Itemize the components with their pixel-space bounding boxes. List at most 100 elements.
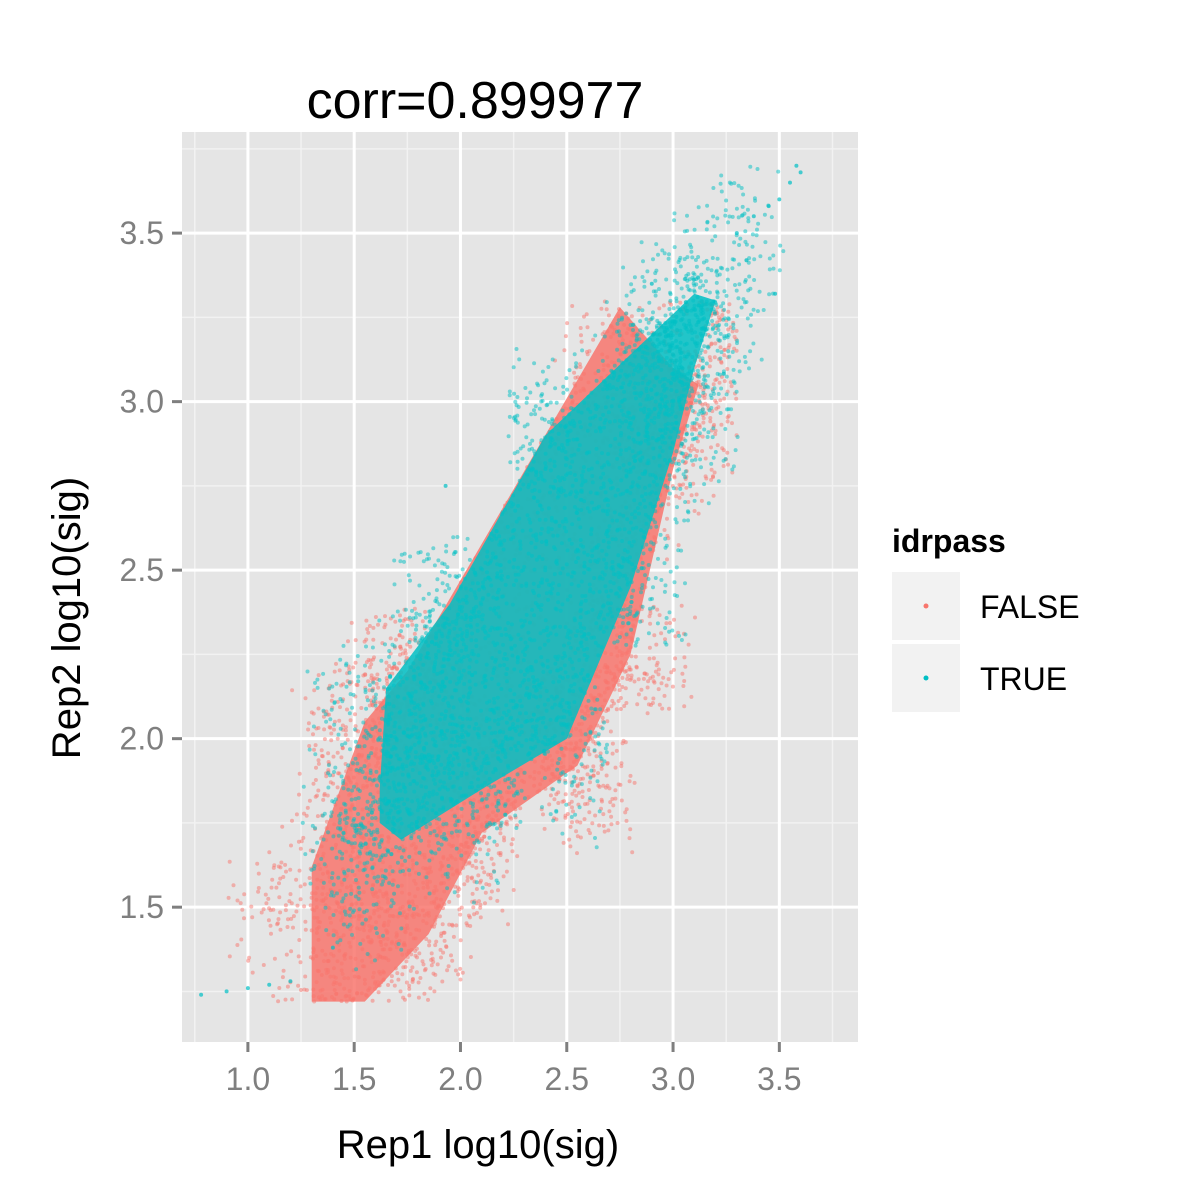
data-point [542,826,547,831]
data-point [714,406,719,411]
data-point [587,810,592,815]
data-point [708,358,713,363]
data-point [474,865,479,870]
data-point [689,694,694,699]
data-point [699,498,704,503]
data-point [657,702,662,707]
data-point [316,761,321,766]
data-point [666,677,671,682]
data-point [334,661,338,666]
data-point [502,835,506,840]
data-point [250,915,255,920]
data-point [286,917,290,922]
data-point [554,808,559,813]
data-point [615,821,620,825]
data-point [495,898,500,903]
data-point [642,671,647,676]
data-point [413,949,418,953]
data-point [227,859,232,864]
data-point [665,516,669,521]
data-point [424,875,429,880]
data-point [335,699,340,704]
data-point [400,972,405,977]
data-point [429,957,434,962]
data-point [278,927,283,932]
data-point [680,671,685,676]
data-point [727,302,732,307]
data-point [710,435,715,440]
data-point [504,819,509,824]
data-point [393,619,398,624]
data-point [689,493,694,498]
data-point [290,688,295,693]
data-point [389,974,394,979]
data-point [585,801,590,806]
data-point [617,682,622,687]
data-point [657,306,662,311]
data-point [750,232,755,237]
data-point [628,604,633,609]
data-point [730,470,735,475]
data-point [431,971,436,976]
data-point [242,916,246,921]
data-point [719,360,724,365]
data-point [729,384,734,389]
data-point [386,998,391,1003]
data-point [563,815,568,820]
data-point [394,637,398,642]
data-point [444,945,449,949]
data-point [278,876,283,881]
data-point [327,712,331,717]
data-point [624,807,629,812]
data-point [376,622,380,627]
data-point [471,834,475,838]
data-point [397,661,402,666]
data-point [484,841,489,846]
data-point [345,737,350,742]
data-point [325,793,330,798]
data-point [609,704,614,709]
data-point [392,983,397,988]
data-point [351,665,356,670]
data-point [696,255,701,259]
data-point [720,313,725,317]
data-point [337,718,342,723]
data-point [283,908,288,913]
data-point [467,861,472,866]
data-point [404,655,409,660]
data-point [722,353,727,358]
data-point [303,974,308,979]
data-point [639,590,643,595]
data-point [365,695,369,700]
data-point [311,781,316,786]
data-point [601,823,606,828]
data-point [579,339,584,344]
data-point [353,660,358,665]
data-point [591,764,596,769]
data-point [280,975,285,980]
data-point [712,355,717,360]
data-point [600,715,605,720]
data-point [299,988,303,992]
data-point [706,430,711,435]
data-point [614,707,619,712]
data-point [266,896,271,901]
data-point [367,703,372,708]
data-point [362,744,367,749]
data-point [586,828,591,832]
data-point [613,796,618,801]
data-point [285,925,290,929]
data-point [602,829,607,834]
data-point [385,682,390,686]
data-point [355,683,360,688]
data-point [305,805,310,810]
data-point [426,997,430,1002]
data-point [685,228,690,233]
data-point [585,764,590,769]
data-point [639,240,644,245]
data-point [427,939,432,944]
data-point [462,882,467,887]
data-point [470,804,475,809]
data-point [692,283,697,288]
data-point [356,729,361,734]
